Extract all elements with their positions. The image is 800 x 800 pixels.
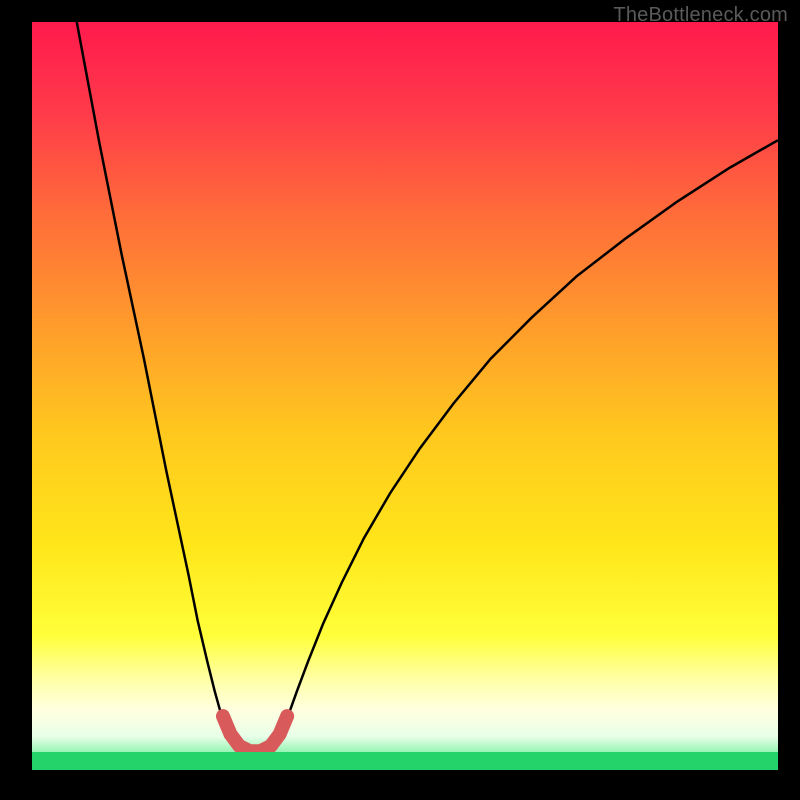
plot-area xyxy=(32,22,778,770)
marker-dot xyxy=(224,728,237,741)
watermark-label: TheBottleneck.com xyxy=(613,4,788,27)
plot-svg xyxy=(32,22,778,770)
marker-dot xyxy=(273,728,286,741)
marker-dot xyxy=(264,740,277,753)
marker-dot xyxy=(216,710,229,723)
marker-dot xyxy=(281,710,294,723)
chart-container: TheBottleneck.com xyxy=(0,0,800,800)
green-bottom-bar xyxy=(32,752,778,770)
bottleneck-gradient-bg xyxy=(32,22,778,770)
